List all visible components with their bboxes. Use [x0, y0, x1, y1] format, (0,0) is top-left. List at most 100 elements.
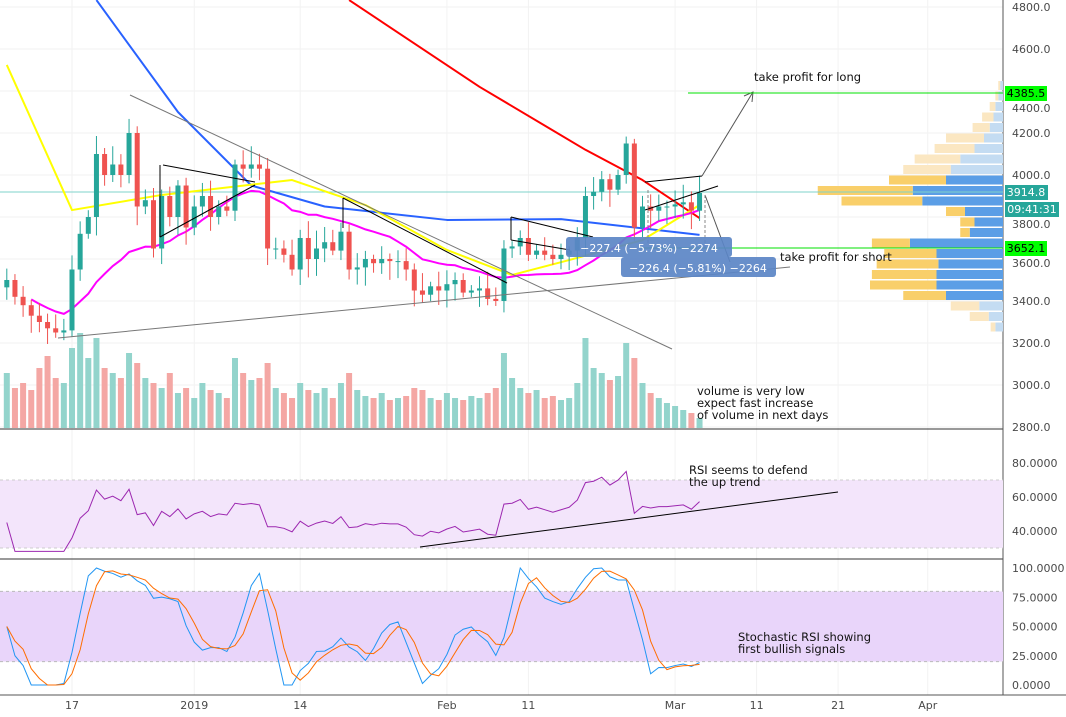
candle: [93, 154, 99, 217]
candle: [338, 231, 344, 251]
volume-bar: [386, 400, 393, 428]
candle: [371, 259, 377, 264]
volume-bar: [240, 373, 247, 428]
arrow-long[interactable]: [701, 91, 754, 177]
price-axis-label: 4200.0: [1012, 127, 1051, 140]
volume-profile-up: [993, 112, 1003, 122]
candle: [20, 296, 26, 306]
candle: [191, 206, 197, 228]
candle: [395, 261, 401, 263]
drawings[interactable]: [57, 91, 1003, 548]
candle: [232, 164, 238, 211]
stoch-band: [0, 591, 1003, 662]
wedge-line[interactable]: [510, 216, 594, 238]
volume-profile-down: [884, 249, 937, 258]
measure-label-2: −226.4 (−5.81%) −2264: [629, 262, 767, 275]
ma-blue: [95, 0, 700, 236]
price-axis-label: 4600.0: [1012, 43, 1051, 56]
volume-bar: [688, 413, 695, 428]
volume-profile-up: [974, 217, 1003, 227]
candle: [102, 154, 108, 175]
volume-profile-up: [936, 249, 1003, 258]
volume-bar: [533, 390, 540, 428]
triangle-line[interactable]: [159, 184, 256, 238]
candle: [485, 288, 491, 299]
volume-bar: [492, 388, 499, 428]
candle: [525, 238, 531, 255]
volume-bar: [509, 378, 516, 428]
channel-lower-line[interactable]: [57, 266, 791, 339]
candle: [615, 175, 621, 190]
volume-bar: [174, 393, 181, 428]
volume-bar: [223, 398, 230, 428]
measure-labels: −227.4 (−5.73%) −2274 −226.4 (−5.81%) −2…: [566, 237, 776, 277]
time-axis-label: Mar: [665, 699, 686, 712]
volume-bar: [623, 343, 630, 428]
arrow-head: [743, 91, 754, 103]
candle: [680, 202, 686, 205]
triangle-line[interactable]: [162, 164, 256, 183]
volume-bar: [615, 376, 622, 428]
volume-profile-up: [950, 165, 1003, 174]
candle: [362, 259, 368, 268]
volume-bar: [232, 358, 238, 428]
volume-profile-down: [998, 81, 1001, 90]
volume-bar: [36, 368, 43, 428]
volume-bar: [191, 398, 198, 428]
price-axis-label: 4800.0: [1012, 1, 1051, 14]
volume-bar: [362, 396, 369, 428]
candle: [346, 231, 352, 270]
volume-profile-up: [969, 228, 1003, 237]
volume-bar: [272, 388, 279, 428]
volume-bar: [655, 398, 662, 428]
ma-magenta: [30, 189, 700, 315]
volume-bar: [3, 373, 10, 428]
candle: [110, 164, 116, 175]
volume-bar: [663, 403, 670, 428]
volume-bar: [631, 358, 638, 428]
volume-bar: [582, 338, 589, 428]
candle: [4, 280, 10, 288]
volume-profile-down: [934, 144, 975, 153]
rsi-axis-label: 60.0000: [1012, 491, 1058, 504]
channel-upper-line[interactable]: [129, 94, 673, 350]
volume-bar: [280, 393, 287, 428]
candle: [550, 254, 556, 259]
wedge-line[interactable]: [644, 185, 719, 211]
volume-bar: [647, 393, 654, 428]
volume-bar: [500, 353, 507, 428]
volume-bar: [354, 390, 361, 428]
candle: [36, 315, 42, 322]
volume-bar: [321, 388, 328, 428]
wedge-line[interactable]: [644, 175, 703, 183]
volume-bar: [435, 400, 442, 428]
volume-bar: [109, 373, 116, 428]
candle: [28, 305, 34, 316]
candle: [273, 248, 279, 250]
candle: [53, 328, 59, 333]
candle: [12, 280, 18, 297]
wedge-line[interactable]: [510, 239, 571, 251]
volume-bar: [639, 383, 646, 428]
volume-bar: [427, 398, 434, 428]
volume-bar: [395, 398, 401, 428]
rsi-trend-line[interactable]: [419, 491, 839, 548]
rsi-pane[interactable]: [0, 470, 1003, 552]
candle: [623, 143, 629, 175]
volume-bar: [590, 368, 597, 428]
candle: [428, 286, 434, 295]
candle: [534, 250, 540, 255]
candle: [631, 143, 637, 228]
flag-line[interactable]: [342, 197, 508, 284]
volume-bar: [305, 390, 312, 428]
axes[interactable]: 4800.0 4600.0 4400.0 4200.0 4000.0 3800.0 3600…: [65, 1, 1065, 712]
stoch-rsi-pane[interactable]: [0, 566, 1003, 686]
candle: [167, 196, 173, 217]
take-profit-long-text: take profit for long: [754, 70, 861, 84]
stoch-axis-label: 75.0000: [1012, 591, 1058, 604]
stoch-d-line: [6, 570, 700, 686]
measure-label-1: −227.4 (−5.73%) −2274: [580, 242, 718, 255]
rsi-note-1: RSI seems to defend: [689, 463, 808, 477]
candle: [305, 238, 311, 259]
